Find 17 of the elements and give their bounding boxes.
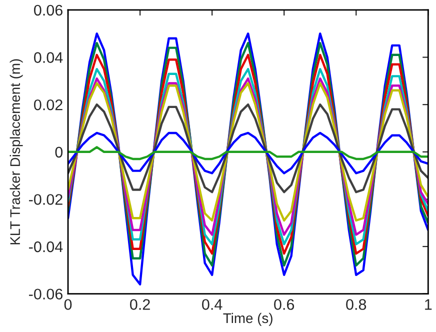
x-tick-label: 1 xyxy=(425,299,432,310)
y-tick-label: 0.04 xyxy=(34,52,63,63)
y-tick-label: -0.02 xyxy=(29,194,62,205)
x-tick-label: 0.8 xyxy=(346,299,366,310)
x-tick-label: 0 xyxy=(64,299,72,310)
x-tick-label: 0.2 xyxy=(130,299,150,310)
y-axis-title: KLT Tracker Displacement (m) xyxy=(10,59,23,244)
x-axis-title: Time (s) xyxy=(223,312,272,326)
line-series xyxy=(68,103,428,194)
x-tick-label: 0.4 xyxy=(202,299,222,310)
x-tick-label: 0.6 xyxy=(274,299,294,310)
y-tick-label: 0.06 xyxy=(34,4,62,16)
y-tick-label: 0.02 xyxy=(34,99,62,110)
y-tick-label: 0 xyxy=(55,146,63,158)
line-series xyxy=(68,146,428,160)
y-tick-label: -0.04 xyxy=(29,241,63,252)
y-tick-label: -0.06 xyxy=(29,288,62,300)
